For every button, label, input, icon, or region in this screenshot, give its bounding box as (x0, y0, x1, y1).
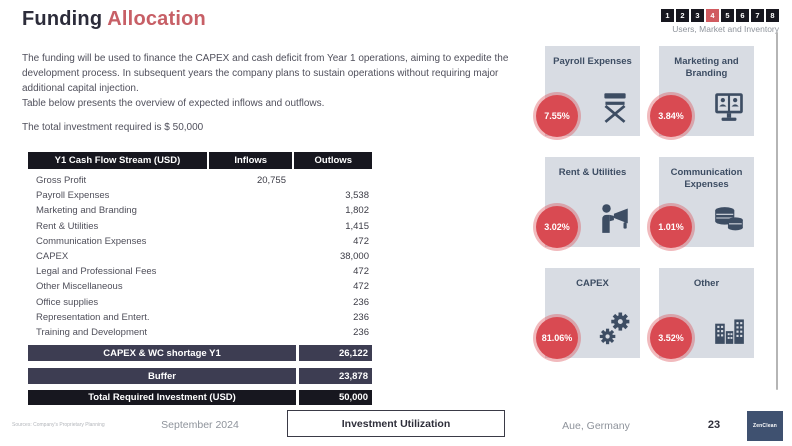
table-row: Legal and Professional Fees 472 (28, 264, 372, 279)
summary-row-buffer: Buffer 23,878 (28, 368, 372, 385)
table-row: Payroll Expenses 3,538 (28, 188, 372, 203)
table-row: Training and Development 236 (28, 325, 372, 340)
summary-value: 50,000 (299, 390, 372, 406)
sources-note: Sources: Company's Proprietary Planning (12, 422, 105, 428)
table-row: Communication Expenses 472 (28, 234, 372, 249)
row-label: Representation and Entert. (36, 311, 150, 323)
megaphone-person-icon (598, 201, 632, 235)
table-row: Other Miscellaneous 472 (28, 279, 372, 294)
table-row: Gross Profit 20,755 (28, 173, 372, 188)
percent-badge: 3.84% (650, 95, 692, 137)
page-title: Funding Allocation (22, 8, 206, 31)
percent-badge: 1.01% (650, 206, 692, 248)
intro-paragraph: The funding will be used to finance the … (22, 53, 509, 94)
col-header-outflows: Outlows (294, 152, 373, 169)
pagination-box-1[interactable]: 1 (661, 9, 674, 22)
pagination-box-3[interactable]: 3 (691, 9, 704, 22)
row-label: Office supplies (36, 296, 99, 308)
summary-value: 26,122 (299, 345, 372, 362)
summary-label: Total Required Investment (USD) (28, 390, 296, 406)
intro-text: The funding will be used to finance the … (22, 51, 522, 111)
row-label: Communication Expenses (36, 235, 147, 247)
row-outflow: 236 (353, 296, 369, 308)
col-header-inflows: Inflows (208, 152, 293, 169)
card-payroll-expenses: Payroll Expenses 7.55% (536, 46, 640, 137)
cash-flow-table: Y1 Cash Flow Stream (USD) Inflows Outlow… (28, 152, 373, 406)
table-row: Marketing and Branding 1,802 (28, 203, 372, 218)
company-logo: ZenClean (747, 411, 783, 441)
card-other: Other (650, 268, 754, 359)
percent-badge: 3.52% (650, 317, 692, 359)
table-row: Rent & Utilities 1,415 (28, 219, 372, 234)
table-header-row: Y1 Cash Flow Stream (USD) Inflows Outlow… (28, 152, 373, 169)
director-chair-icon (598, 90, 632, 124)
row-label: Marketing and Branding (36, 205, 137, 217)
card-title: Payroll Expenses (553, 56, 632, 67)
pagination-box-6[interactable]: 6 (736, 9, 749, 22)
footer-location: Aue, Germany (562, 420, 630, 432)
row-outflow: 236 (353, 326, 369, 338)
intro-table-note: Table below presents the overview of exp… (22, 98, 325, 109)
vertical-scrollbar[interactable] (776, 32, 778, 390)
card-capex: CAPEX (536, 268, 640, 359)
col-header-stream: Y1 Cash Flow Stream (USD) (28, 152, 207, 169)
percent-badge: 7.55% (536, 95, 578, 137)
row-label: Legal and Professional Fees (36, 266, 157, 278)
table-row: Representation and Entert. 236 (28, 310, 372, 325)
gears-icon (598, 312, 632, 346)
row-outflow: 236 (353, 311, 369, 323)
page-title-primary: Funding (22, 8, 103, 30)
row-outflow: 472 (353, 235, 369, 247)
total-investment-line: The total investment required is $ 50,00… (22, 122, 204, 133)
section-tab-investment-utilization[interactable]: Investment Utilization (287, 410, 505, 437)
footer-date: September 2024 (161, 419, 239, 431)
summary-row-capex-wc: CAPEX & WC shortage Y1 26,122 (28, 345, 372, 362)
allocation-cards-grid: Payroll Expenses 7.55% Marketing and Bra… (536, 46, 754, 359)
card-marketing-branding: Marketing and Branding 3.84% (650, 46, 754, 137)
row-label: Gross Profit (36, 175, 87, 187)
card-title: Rent & Utilities (558, 167, 627, 178)
card-title: Communication Expenses (670, 167, 743, 190)
row-outflow: 472 (353, 281, 369, 293)
pagination-box-8[interactable]: 8 (766, 9, 779, 22)
row-outflow: 38,000 (339, 251, 369, 263)
row-inflow: 20,755 (256, 175, 286, 187)
row-label: Training and Development (36, 326, 148, 338)
row-label: Other Miscellaneous (36, 281, 123, 293)
row-outflow: 472 (353, 266, 369, 278)
row-outflow: 3,538 (345, 190, 369, 202)
page-title-accent: Allocation (107, 8, 206, 30)
row-label: Payroll Expenses (36, 190, 110, 202)
table-row: CAPEX 38,000 (28, 249, 372, 264)
card-title: Marketing and Branding (674, 56, 739, 79)
pagination-caption: Users, Market and Inventory (672, 24, 779, 34)
pagination-box-4-active[interactable]: 4 (706, 9, 719, 22)
row-label: Rent & Utilities (36, 220, 99, 232)
slide-pagination: 1 2 3 4 5 6 7 8 (661, 9, 779, 22)
summary-label: CAPEX & WC shortage Y1 (28, 345, 296, 362)
percent-badge: 81.06% (536, 317, 578, 359)
card-rent-utilities: Rent & Utilities 3.02% (536, 157, 640, 248)
card-communication-expenses: Communication Expenses 1.01% (650, 157, 754, 248)
card-title: CAPEX (576, 278, 609, 289)
summary-value: 23,878 (299, 368, 372, 385)
row-outflow: 1,802 (345, 205, 369, 217)
coins-icon (712, 201, 746, 235)
pagination-box-7[interactable]: 7 (751, 9, 764, 22)
pagination-box-5[interactable]: 5 (721, 9, 734, 22)
row-outflow: 1,415 (345, 220, 369, 232)
video-call-icon (712, 90, 746, 124)
table-row: Office supplies 236 (28, 295, 372, 310)
pagination-box-2[interactable]: 2 (676, 9, 689, 22)
table-body: Gross Profit 20,755 Payroll Expenses 3,5… (28, 173, 372, 340)
summary-row-total: Total Required Investment (USD) 50,000 (28, 390, 372, 406)
row-label: CAPEX (36, 251, 69, 263)
percent-badge: 3.02% (536, 206, 578, 248)
page-number: 23 (707, 419, 721, 431)
card-title: Other (693, 278, 720, 289)
summary-label: Buffer (28, 368, 296, 385)
buildings-icon (712, 312, 746, 346)
